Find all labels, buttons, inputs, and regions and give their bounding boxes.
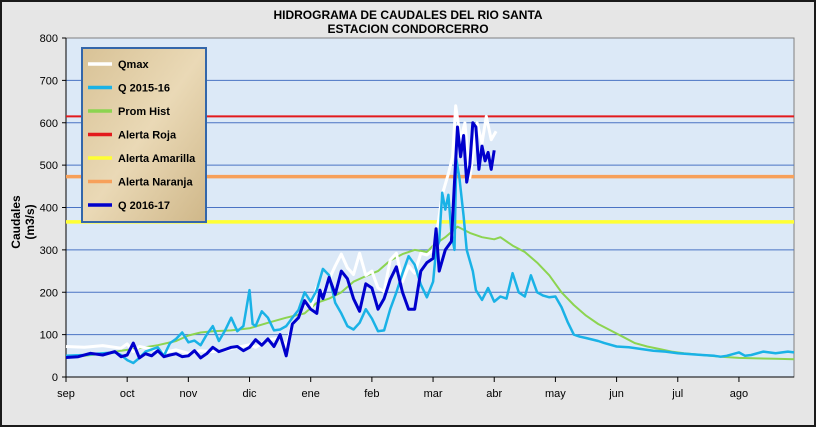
x-tick-label-nov: nov bbox=[179, 388, 197, 400]
x-tick-label-jul: jul bbox=[671, 388, 683, 400]
series-line bbox=[65, 121, 496, 360]
x-tick-label-may: may bbox=[545, 388, 566, 400]
y-tick-label: 100 bbox=[40, 330, 58, 342]
chart-title: HIDROGRAMA DE CAUDALES DEL RIO SANTA bbox=[273, 8, 543, 22]
chart-subtitle: ESTACION CONDORCERRO bbox=[327, 22, 489, 36]
x-tick-label-ene: ene bbox=[302, 388, 320, 400]
y-tick-label: 500 bbox=[40, 160, 58, 172]
y-tick-label: 300 bbox=[40, 245, 58, 257]
y-tick-label: 0 bbox=[52, 372, 58, 384]
legend-label: Qmax bbox=[118, 59, 149, 71]
legend-label: Alerta Amarilla bbox=[118, 153, 196, 165]
legend-label: Prom Hist bbox=[118, 106, 170, 118]
y-tick-label: 800 bbox=[40, 33, 58, 45]
x-tick-label-feb: feb bbox=[364, 388, 379, 400]
x-tick-label-oct: oct bbox=[120, 388, 135, 400]
x-tick-label-mar: mar bbox=[424, 388, 443, 400]
legend-label: Q 2015-16 bbox=[118, 83, 170, 95]
x-tick-label-jun: jun bbox=[608, 388, 624, 400]
y-tick-label: 700 bbox=[40, 75, 58, 87]
x-tick-label-sep: sep bbox=[57, 388, 75, 400]
series-line bbox=[65, 157, 795, 365]
legend-label: Q 2016-17 bbox=[118, 200, 170, 212]
y-tick-label: 200 bbox=[40, 287, 58, 299]
x-tick-label-ago: ago bbox=[730, 388, 748, 400]
legend-label: Alerta Roja bbox=[118, 130, 177, 142]
y-tick-label: 600 bbox=[40, 118, 58, 130]
legend-label: Alerta Naranja bbox=[118, 177, 193, 189]
series-line bbox=[65, 104, 498, 355]
x-tick-label-abr: abr bbox=[486, 388, 502, 400]
y-tick-label: 400 bbox=[40, 203, 58, 215]
x-tick-label-dic: dic bbox=[242, 388, 257, 400]
